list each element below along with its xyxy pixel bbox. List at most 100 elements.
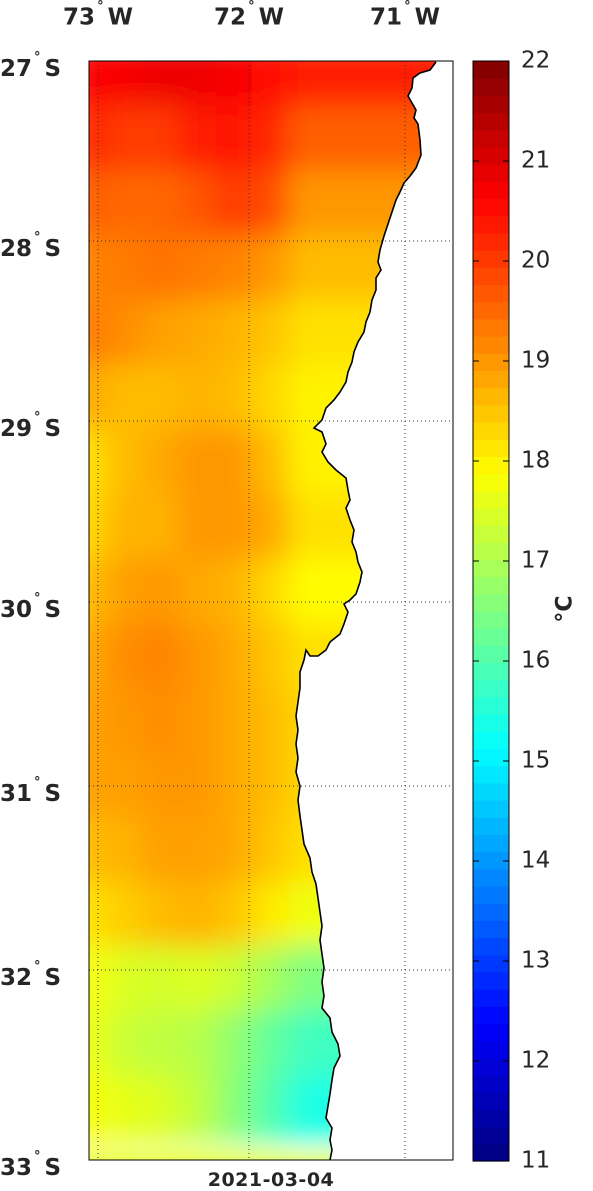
temperature-cell	[105, 622, 145, 690]
temperature-cell	[178, 816, 218, 884]
temperature-cell	[105, 1010, 145, 1078]
temperature-cell	[178, 299, 218, 367]
latitude-label: 28 ° S	[0, 230, 62, 262]
temperature-cell	[89, 1010, 108, 1078]
colorbar-swatch	[473, 971, 509, 990]
colorbar-swatch	[473, 679, 509, 698]
colorbar-swatch	[473, 662, 509, 681]
temperature-cell	[251, 493, 291, 561]
temperature-cell	[215, 364, 254, 431]
colorbar-tick-label: 12	[521, 1047, 551, 1074]
temperature-cell	[142, 622, 181, 690]
temperature-cell	[288, 299, 327, 367]
temperature-cell	[215, 881, 254, 948]
temperature-cell	[142, 752, 181, 819]
temperature-cell	[142, 364, 181, 431]
temperature-cell	[142, 61, 181, 108]
map-frame	[88, 60, 454, 1161]
temperature-cell	[89, 687, 108, 755]
temperature-cell	[288, 364, 327, 431]
colorbar-swatch	[473, 920, 509, 939]
colorbar-swatch	[473, 404, 509, 423]
temperature-cell	[215, 622, 254, 690]
coastline	[295, 61, 437, 1161]
colorbar-swatch	[473, 439, 509, 457]
temperature-cell	[215, 752, 254, 819]
temperature-cell	[105, 1075, 145, 1142]
latitude-label: 29 ° S	[0, 410, 62, 442]
colorbar-tick-label: 15	[521, 747, 551, 774]
temperature-cell	[215, 493, 254, 561]
temperature-cell	[105, 752, 145, 819]
colorbar-swatch	[473, 198, 509, 217]
colorbar-unit-label: °C	[552, 595, 578, 623]
temperature-cell	[288, 1075, 327, 1142]
temperature-cell	[89, 234, 108, 302]
colorbar-swatch	[473, 525, 509, 543]
temperature-cell	[288, 234, 327, 302]
temperature-cell	[215, 299, 254, 367]
temperature-cell	[142, 299, 181, 367]
colorbar-swatch	[473, 336, 509, 354]
colorbar-swatch	[473, 834, 509, 853]
temperature-cell	[89, 558, 108, 625]
colorbar-swatch	[473, 490, 509, 509]
colorbar-swatch	[473, 954, 509, 973]
colorbar-swatch	[473, 318, 509, 337]
longitude-label: 72 ° W	[214, 0, 284, 31]
temperature-cell	[142, 558, 181, 625]
temperature-cell	[142, 816, 181, 884]
colorbar-swatch	[473, 181, 509, 200]
colorbar-swatch	[473, 301, 509, 320]
colorbar-swatch	[473, 232, 509, 251]
temperature-cell	[105, 946, 145, 1013]
colorbar-swatch	[473, 903, 509, 921]
temperature-cell	[105, 816, 145, 884]
colorbar-swatch	[473, 628, 509, 646]
colorbar-swatch	[473, 456, 509, 475]
colorbar-swatch	[473, 782, 509, 801]
temperature-cell	[251, 881, 291, 948]
colorbar-swatch	[473, 387, 509, 406]
temperature-cell	[215, 1010, 254, 1078]
temperature-cell	[178, 622, 218, 690]
temperature-cell	[215, 816, 254, 884]
temperature-cell	[105, 234, 145, 302]
temperature-cell	[251, 299, 291, 367]
temperature-cell	[215, 61, 254, 108]
temperature-cell	[178, 61, 218, 108]
temperature-cell	[142, 946, 181, 1013]
temperature-cell	[105, 881, 145, 948]
temperature-cell	[288, 170, 327, 237]
colorbar-swatch	[473, 817, 509, 836]
colorbar-frame	[472, 60, 510, 1162]
colorbar-swatch	[473, 353, 509, 371]
temperature-cell	[215, 428, 254, 496]
colorbar-swatch	[473, 1092, 509, 1111]
colorbar-swatch	[473, 370, 509, 389]
colorbar-swatch	[473, 559, 509, 578]
colorbar-swatch	[473, 473, 509, 492]
colorbar-swatch	[473, 937, 509, 956]
temperature-cell	[142, 105, 181, 173]
temperature-cell	[288, 558, 327, 625]
temperature-cell	[215, 105, 254, 173]
longitude-label: 71 ° W	[370, 0, 440, 31]
temperature-cell	[215, 558, 254, 625]
colorbar-tick-label: 21	[521, 147, 551, 174]
colorbar-swatch	[473, 868, 509, 887]
colorbar-tick-label: 22	[521, 47, 551, 74]
temperature-cell	[89, 946, 108, 1013]
colorbar-swatch	[473, 146, 509, 165]
temperature-cell	[89, 428, 108, 496]
latitude-label: 32 ° S	[0, 959, 62, 991]
map-date-label: 2021-03-04	[207, 1169, 335, 1191]
temperature-cell	[288, 493, 327, 561]
colorbar-swatch	[473, 542, 509, 561]
temperature-cell	[178, 1075, 218, 1142]
temperature-cell	[178, 234, 218, 302]
temperature-cell	[105, 364, 145, 431]
temperature-cell	[215, 234, 254, 302]
colorbar-swatch	[473, 95, 509, 114]
